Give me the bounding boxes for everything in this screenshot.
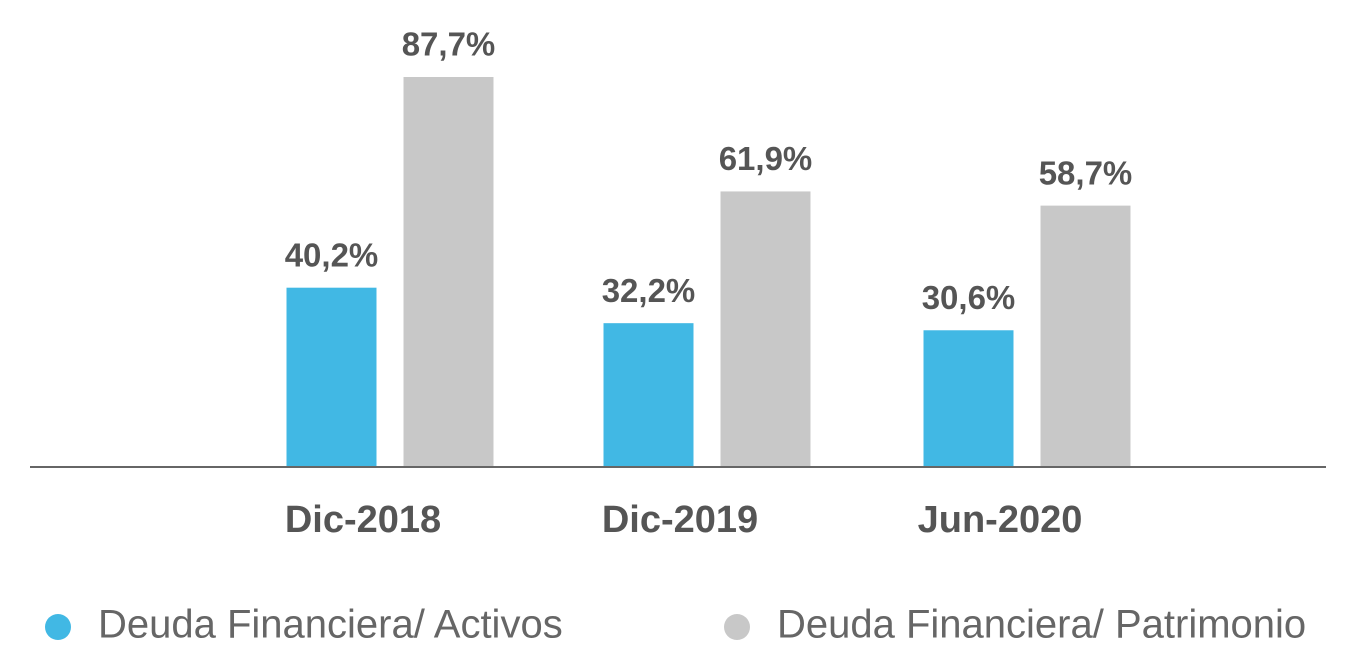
value-label: 61,9%	[719, 140, 813, 177]
value-label: 58,7%	[1039, 154, 1133, 191]
value-label: 87,7%	[402, 26, 496, 63]
value-label: 40,2%	[285, 236, 379, 273]
bar	[403, 77, 494, 466]
legend-marker	[724, 614, 750, 640]
bar	[286, 287, 377, 466]
legend-label: Deuda Financiera/ Activos	[98, 603, 563, 646]
x-tick-label: Dic-2019	[602, 499, 758, 541]
bar	[603, 323, 694, 466]
legend-marker	[45, 614, 71, 640]
value-label: 32,2%	[602, 272, 696, 309]
bar	[1040, 205, 1131, 466]
x-tick-label: Dic-2018	[285, 499, 441, 541]
x-tick-label: Jun-2020	[918, 499, 1083, 541]
bar	[923, 330, 1014, 466]
value-label: 30,6%	[922, 279, 1016, 316]
bar	[720, 191, 811, 466]
legend-label: Deuda Financiera/ Patrimonio	[777, 603, 1306, 646]
